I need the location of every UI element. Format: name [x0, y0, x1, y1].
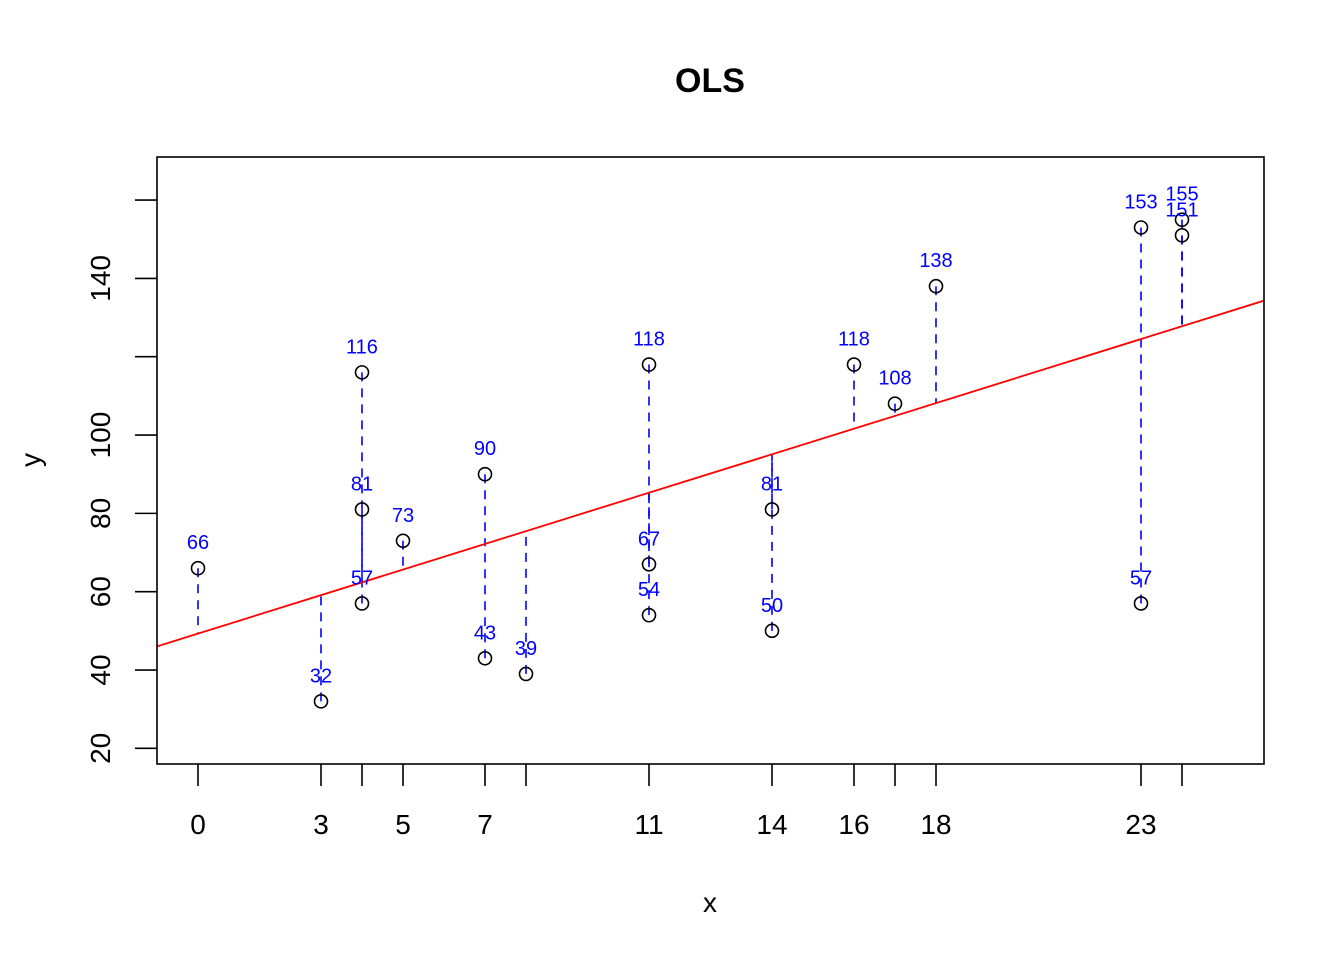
data-point: [354, 502, 370, 517]
y-tick-label: 100: [85, 412, 116, 459]
data-label: 81: [761, 473, 783, 495]
data-label: 153: [1124, 191, 1157, 213]
data-label: 54: [638, 579, 660, 601]
data-label: 155: [1165, 184, 1198, 206]
data-point: [313, 694, 329, 709]
data-point: [477, 466, 493, 482]
x-tick-label: 23: [1125, 809, 1156, 840]
data-label: 39: [515, 638, 537, 660]
data-point: [764, 623, 780, 639]
data-label: 118: [633, 329, 665, 351]
x-tick-label: 5: [395, 809, 411, 840]
data-point: [1133, 596, 1149, 611]
y-tick-label: 20: [85, 733, 116, 764]
data-label: 57: [351, 567, 373, 589]
x-axis: 0 3 5 7 11 14 16 18 23: [190, 764, 1183, 840]
data-label: 116: [346, 336, 378, 358]
data-point: [190, 560, 206, 576]
plot-area: 66 32 116 81 57 73 90 43 39 118 67 54 81 50 118 108 138 1…: [157, 184, 1264, 709]
data-label: 90: [474, 438, 496, 460]
y-axis: 20 40 60 80 100 140: [85, 199, 157, 764]
data-point: [764, 502, 780, 517]
data-label: 81: [351, 473, 373, 495]
data-point: [477, 650, 493, 666]
x-tick-label: 7: [477, 809, 493, 840]
y-tick-label: 140: [85, 255, 116, 302]
x-axis-label: x: [703, 887, 717, 918]
y-tick-label: 60: [85, 576, 116, 607]
data-point: [1133, 220, 1149, 235]
data-point: [354, 596, 370, 611]
x-tick-label: 0: [190, 809, 206, 840]
data-point: [846, 357, 862, 372]
data-label: 118: [838, 329, 870, 351]
data-label: 43: [474, 622, 496, 644]
data-point: [1174, 212, 1190, 227]
x-tick-label: 18: [920, 809, 951, 840]
data-label: 108: [878, 368, 911, 390]
y-tick-label: 80: [85, 498, 116, 529]
data-point: [641, 357, 657, 372]
data-point: [887, 396, 903, 412]
data-point: [354, 365, 370, 380]
data-label: 151: [1165, 199, 1198, 221]
fit-line: [157, 299, 1264, 648]
data-point: [641, 607, 657, 623]
y-tick-label: 40: [85, 654, 116, 685]
data-label: 138: [919, 250, 952, 272]
data-label: 66: [187, 532, 209, 554]
data-label: 57: [1130, 567, 1152, 589]
x-tick-label: 3: [313, 809, 329, 840]
x-tick-label: 16: [838, 809, 869, 840]
data-point: [641, 556, 657, 572]
plot-frame: [156, 156, 1265, 765]
x-tick-label: 11: [634, 809, 663, 840]
data-point: [518, 666, 534, 682]
chart-title: OLS: [675, 62, 745, 100]
data-label: 73: [392, 505, 414, 527]
data-point: [928, 278, 944, 294]
data-label: 67: [638, 528, 660, 550]
data-label: 50: [761, 595, 783, 617]
x-tick-label: 14: [756, 809, 787, 840]
data-point: [1174, 228, 1190, 243]
data-point: [395, 533, 411, 549]
data-label: 32: [310, 665, 332, 687]
y-axis-label: y: [15, 453, 46, 467]
